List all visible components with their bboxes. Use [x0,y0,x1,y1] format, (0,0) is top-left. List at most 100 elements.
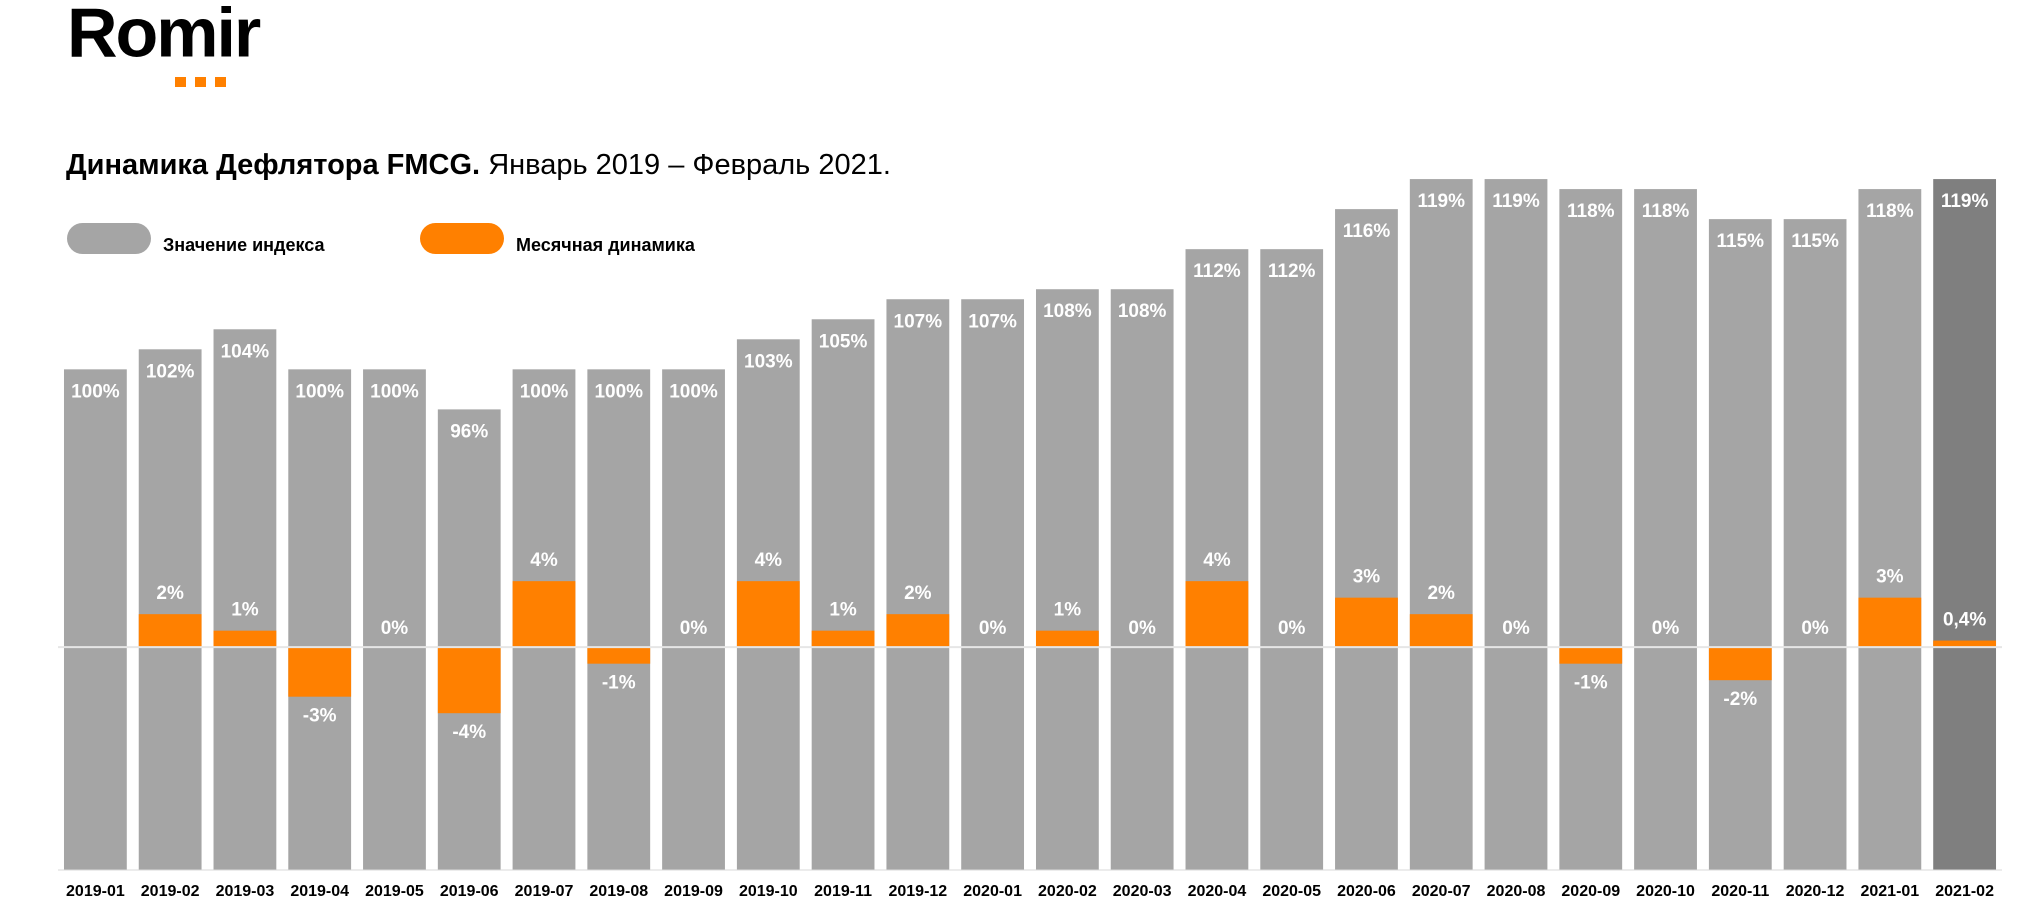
legend-label: Значение индекса [163,235,325,255]
value-label: 1% [829,600,857,621]
x-tick-label: 2020-06 [1337,883,1396,900]
value-label: 2% [156,583,184,604]
value-label: 0% [1801,618,1829,639]
title: Динамика Дефлятора FMCG. [66,149,480,181]
value-label: 108% [1118,301,1167,322]
index-bar [1783,219,1847,871]
x-tick-label: 2020-01 [963,883,1022,900]
value-label: 0% [381,618,409,639]
legend-swatch [420,223,504,254]
change-bar [736,581,800,648]
x-tick-label: 2020-11 [1711,883,1769,900]
logo-dot [175,77,186,87]
x-tick-label: 2019-10 [739,883,798,900]
value-label: -4% [452,722,486,743]
value-label: 4% [530,550,558,571]
index-bar [1634,189,1697,871]
value-label: 104% [221,341,270,362]
x-tick-label: 2020-03 [1113,883,1172,900]
value-label: 96% [450,421,488,442]
value-label: 3% [1876,567,1904,588]
value-label: 3% [1353,567,1381,588]
index-bar [1335,209,1398,870]
index-bar [1559,189,1623,871]
value-label: 0% [1278,618,1306,639]
value-label: -3% [303,706,337,727]
logo: Romir [67,0,261,71]
index-bar [811,319,875,870]
value-label: 112% [1193,261,1241,282]
value-label: 112% [1268,261,1316,282]
value-label: 100% [520,381,569,402]
value-label: 102% [146,361,195,382]
index-bar [437,409,501,870]
x-tick-label: 2020-05 [1262,883,1321,900]
index-bar [1185,249,1249,870]
value-label: 108% [1043,301,1092,322]
chart-title: Динамика Дефлятора FMCG. Январь 2019 – Ф… [66,149,891,181]
value-label: 107% [968,311,1017,332]
value-label: 0% [979,618,1007,639]
x-tick-label: 2019-06 [440,883,499,900]
index-bar [1484,179,1548,870]
x-tick-label: 2019-01 [66,883,125,900]
x-tick-label: 2019-07 [515,883,574,900]
x-tick-label: 2020-09 [1561,883,1620,900]
value-label: -1% [602,673,636,694]
value-label: 2% [1427,583,1455,604]
value-label: 115% [1717,231,1765,252]
index-bar [138,349,202,871]
value-label: 0% [680,618,708,639]
x-tick-label: 2019-04 [290,883,349,900]
change-bar [1933,640,1997,648]
change-bar [138,614,202,648]
value-label: 0% [1502,618,1530,639]
value-label: 1% [231,600,259,621]
change-bar [1559,647,1623,664]
index-bar [662,369,725,870]
x-tick-label: 2019-05 [365,883,424,900]
index-bar [1708,219,1772,871]
x-tick-label: 2019-11 [814,883,872,900]
index-bar [1933,179,1997,870]
x-tick-label: 2019-08 [589,883,648,900]
value-label: 100% [370,381,419,402]
change-bar [886,614,950,648]
value-label: 4% [755,550,783,571]
change-bar [1708,647,1772,681]
value-label: 118% [1567,201,1615,222]
value-label: 118% [1866,201,1914,222]
value-label: 119% [1417,191,1465,212]
value-label: 119% [1941,191,1989,212]
change-bar [1335,597,1398,648]
x-tick-label: 2019-09 [664,883,723,900]
value-label: 100% [295,381,344,402]
value-label: 2% [904,583,932,604]
index-bar [886,299,950,870]
index-bar [961,299,1025,870]
index-bar [1260,249,1324,870]
legend-swatch [67,223,151,254]
value-label: 105% [819,331,868,352]
value-label: 0,4% [1943,610,1986,631]
value-label: 107% [894,311,943,332]
x-tick-label: 2020-07 [1412,883,1471,900]
index-bar [363,369,426,870]
value-label: 100% [71,381,120,402]
change-bar [1858,597,1922,648]
index-bar [1035,289,1099,870]
value-label: -2% [1723,689,1757,710]
value-label: 0% [1652,618,1680,639]
change-bar [437,647,501,714]
value-label: 4% [1203,550,1231,571]
change-bar [1409,614,1473,648]
logo-dot [195,77,206,87]
value-label: 100% [594,381,643,402]
value-label: -1% [1574,673,1608,694]
index-bar [1110,289,1174,870]
x-tick-label: 2021-02 [1935,883,1994,900]
x-tick-label: 2021-01 [1860,883,1919,900]
x-tick-label: 2020-12 [1786,883,1845,900]
index-bar [213,329,277,870]
